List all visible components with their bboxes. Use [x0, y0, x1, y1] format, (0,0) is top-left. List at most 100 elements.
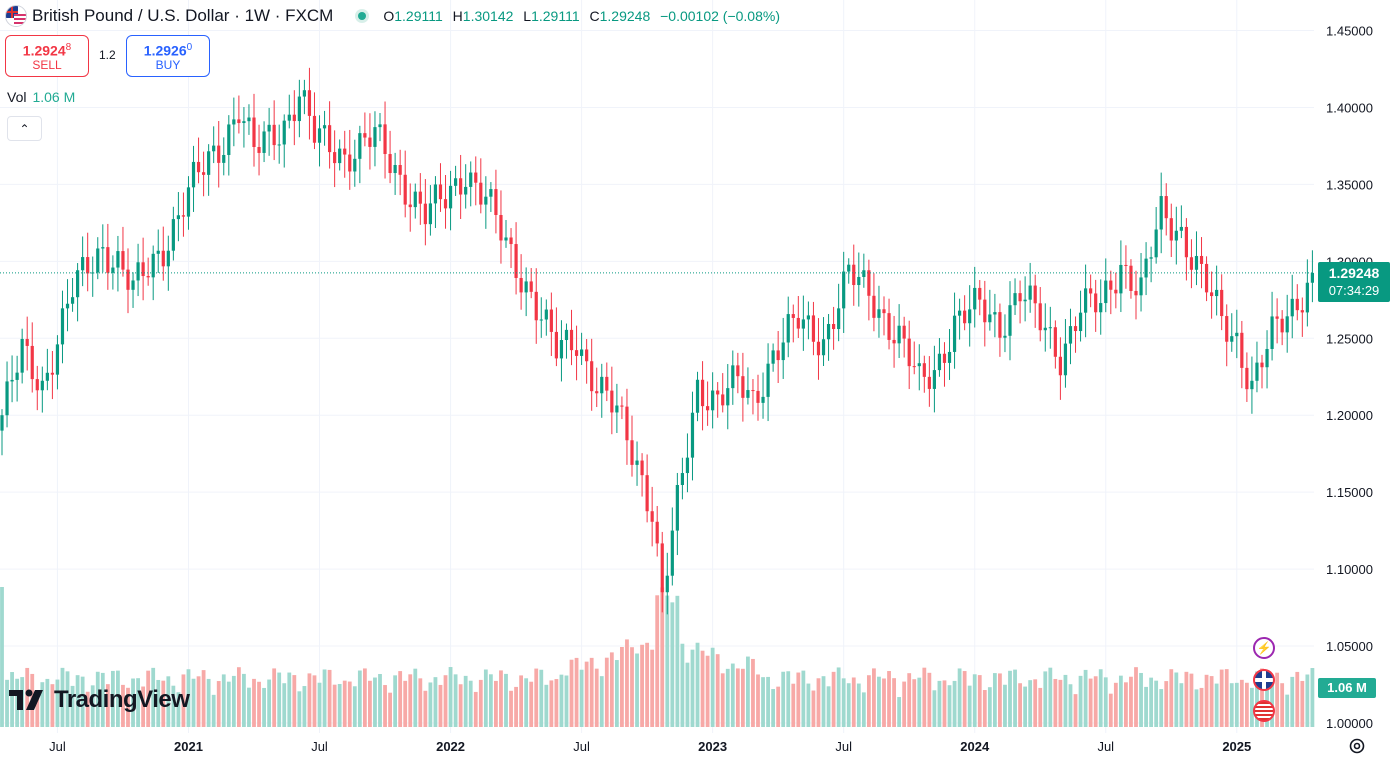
volume-bar [1164, 681, 1169, 727]
candle-body [10, 379, 14, 382]
candle-body [716, 390, 720, 395]
volume-bar [1144, 686, 1148, 727]
buy-button[interactable]: 1.29260 BUY [126, 35, 210, 77]
candle-body [151, 253, 155, 278]
price-change: −0.00102 (−0.08%) [660, 8, 780, 24]
volume-bar [70, 685, 75, 727]
volume-bar [5, 679, 9, 727]
candle-body [574, 350, 579, 356]
price-axis[interactable]: 1.450001.400001.350001.300001.250001.200… [1326, 24, 1373, 732]
volume-bar [1305, 674, 1310, 727]
candle-body [101, 247, 105, 249]
candle-body [786, 314, 790, 343]
volume-bar [403, 680, 408, 727]
volume-bar [478, 679, 483, 727]
volume-bar [1083, 669, 1088, 727]
us-economic-event-icon[interactable] [1253, 700, 1275, 722]
candle-body [398, 165, 402, 175]
candle-body [1094, 293, 1098, 313]
volume-bar [302, 686, 307, 727]
candle-body [454, 178, 458, 186]
candle-body [65, 303, 70, 309]
candle-body [736, 365, 740, 377]
candle-body [721, 394, 725, 406]
candle-body [1225, 316, 1229, 342]
collapse-legend-button[interactable]: ⌃ [7, 116, 42, 141]
volume-bar [1018, 683, 1022, 727]
gbpusd-flag-icon [6, 6, 26, 26]
candle-body [413, 191, 417, 208]
symbol-title[interactable]: British Pound / U.S. Dollar · 1W · FXCM [32, 6, 334, 25]
candle-body [771, 350, 775, 364]
volume-bar [766, 676, 770, 727]
volume-bar [786, 671, 791, 727]
volume-bar [841, 678, 846, 727]
candle-body [937, 353, 942, 371]
time-tick-label: 2025 [1222, 739, 1251, 754]
lightning-event-icon[interactable]: ⚡ [1253, 637, 1275, 659]
volume-bar [977, 675, 982, 727]
candle-body [343, 148, 347, 155]
candle-body [927, 376, 931, 389]
volume-bar [529, 681, 534, 727]
volume-bar [1008, 670, 1012, 727]
candle-body [1245, 367, 1249, 390]
volume-bar [675, 595, 680, 727]
candle-body [1210, 292, 1214, 297]
candle-body [1184, 226, 1188, 258]
candle-body [832, 323, 836, 330]
volume-bar [725, 668, 730, 727]
volume-bar [1260, 668, 1264, 727]
spread-value: 1.2 [99, 48, 116, 62]
candle-body [1154, 229, 1158, 258]
candle-body [20, 338, 24, 373]
candle-body [55, 344, 60, 375]
volume-bar [40, 682, 45, 727]
volume-bar [272, 668, 277, 727]
volume-bar [514, 686, 518, 727]
volume-bar [1194, 689, 1199, 727]
candle-body [852, 264, 856, 286]
volume-bar [126, 687, 130, 727]
volume-bar [1124, 682, 1128, 727]
last-volume-label: 1.06 M [1318, 678, 1376, 698]
candle-body [464, 186, 468, 195]
candle-body [791, 314, 795, 318]
volume-bar [912, 679, 917, 727]
candle-body [1114, 289, 1118, 294]
volume-bar [448, 667, 453, 727]
volume-bar [851, 677, 856, 727]
candle-body [1215, 289, 1219, 297]
volume-bar [499, 670, 503, 727]
time-axis[interactable]: Jul 2021 Jul 2022 Jul 2023 Jul 2024 Jul 2025 [49, 739, 1251, 754]
volume-bar [801, 670, 806, 727]
volume-bar [1174, 672, 1179, 727]
volume-bar [620, 647, 624, 727]
volume-bar [388, 692, 392, 727]
candle-body [620, 405, 624, 407]
gear-icon[interactable] [1347, 736, 1367, 756]
volume-bar [861, 692, 866, 727]
volume-bar [539, 669, 544, 727]
candle-body [615, 405, 619, 413]
candle-body [469, 172, 473, 187]
volume-bar [80, 676, 85, 727]
volume-bar [751, 658, 755, 727]
candle-body [776, 350, 780, 361]
gb-economic-event-icon[interactable] [1253, 669, 1275, 691]
volume-bar [1169, 669, 1174, 727]
volume-bar [1290, 676, 1295, 727]
candle-body [333, 152, 337, 164]
candle-body [474, 172, 478, 183]
volume-bar [1139, 672, 1143, 727]
sell-button[interactable]: 1.29248 SELL [5, 35, 89, 77]
tradingview-logo[interactable]: TradingView [9, 686, 190, 714]
candle-body [524, 281, 528, 293]
volume-bar [368, 680, 372, 727]
volume-bar [277, 672, 282, 727]
volume-bar [176, 692, 181, 727]
candle-body [1063, 343, 1068, 376]
candle-body [766, 363, 770, 397]
volume-bar [1129, 676, 1133, 727]
